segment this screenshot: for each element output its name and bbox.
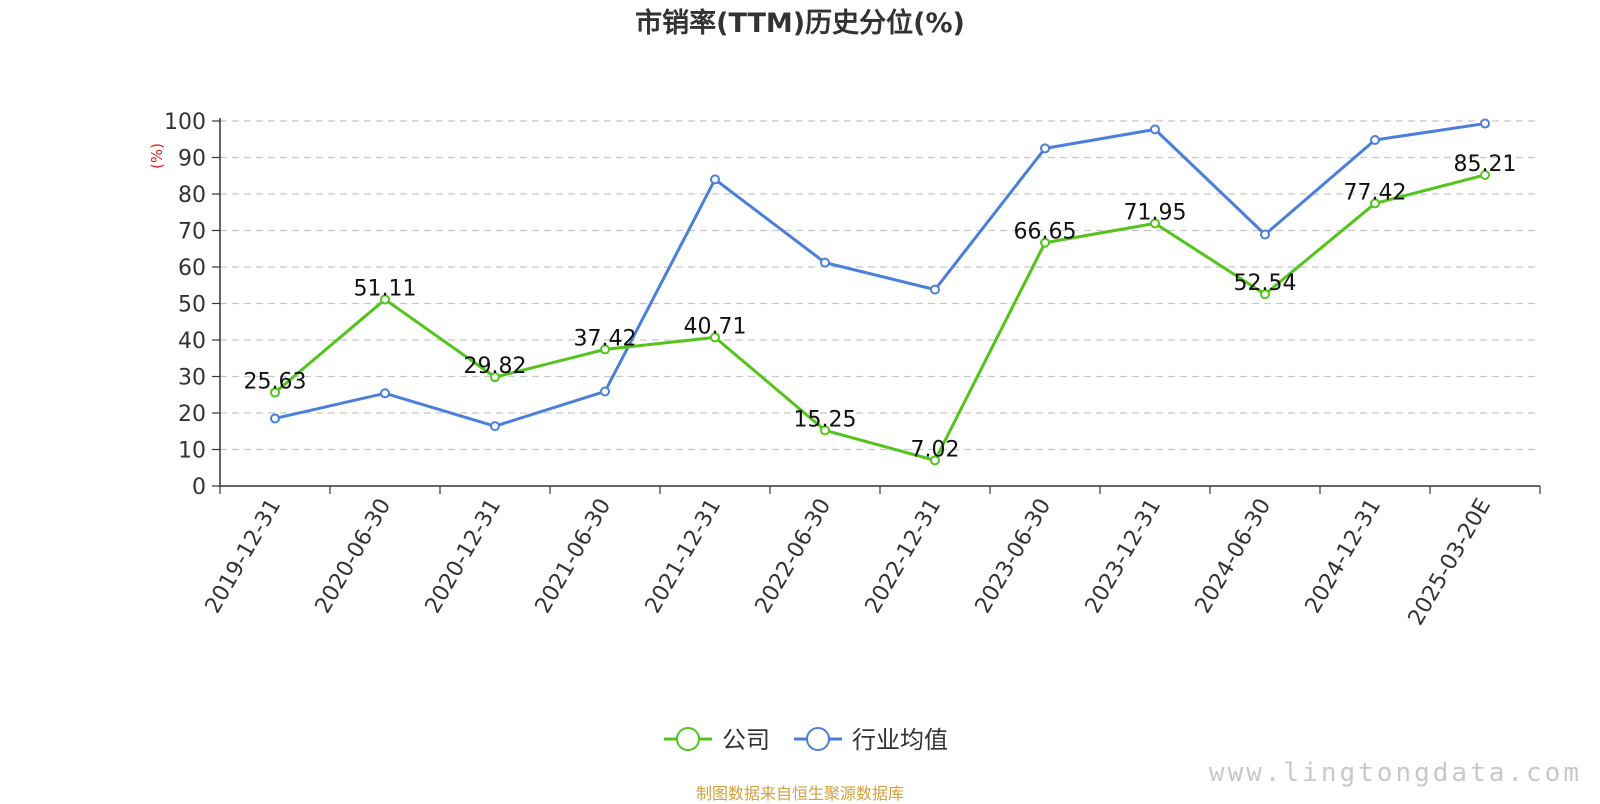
data-label: 51.11: [354, 276, 417, 301]
data-point-company: [710, 332, 720, 343]
data-point-company: [270, 387, 280, 398]
y-tick-label: 50: [178, 293, 206, 318]
x-tick-label: 2025-03-20E: [1404, 495, 1497, 630]
data-point-industry: [490, 421, 500, 432]
data-point-company: [930, 455, 940, 466]
legend-company-label: 公司: [722, 726, 770, 754]
y-tick-label: 90: [178, 147, 206, 172]
y-axis-label: (%): [148, 143, 166, 169]
data-label: 71.95: [1124, 200, 1187, 225]
y-tick-label: 40: [178, 329, 206, 354]
data-label: 85.21: [1454, 152, 1517, 177]
data-point-industry: [1260, 229, 1270, 240]
x-tick-label: 2021-12-31: [641, 495, 727, 618]
x-tick-label: 2020-06-30: [311, 495, 397, 618]
series-line-company: [274, 173, 1486, 462]
data-label: 29.82: [464, 354, 527, 379]
data-point-company: [1480, 169, 1490, 180]
data-label: 25.63: [244, 369, 307, 394]
data-point-company: [600, 344, 610, 355]
x-tick-label: 2022-12-31: [861, 495, 947, 618]
y-tick-label: 0: [192, 475, 206, 500]
data-label: 7.02: [911, 437, 960, 462]
data-point-company: [490, 372, 500, 383]
y-tick-label: 80: [178, 183, 206, 208]
data-point-industry: [270, 413, 280, 424]
data-point-company: [1150, 218, 1160, 229]
legend-industry-label: 行业均值: [852, 726, 948, 754]
data-point-company: [380, 294, 390, 305]
series-line-industry: [274, 122, 1486, 428]
y-tick-label: 100: [164, 110, 206, 135]
y-tick-label: 30: [178, 366, 206, 391]
x-tick-label: 2021-06-30: [531, 495, 617, 618]
data-label: 52.54: [1234, 271, 1297, 296]
y-tick-label: 10: [178, 439, 206, 464]
data-point-company: [1370, 198, 1380, 209]
data-point-industry: [1150, 124, 1160, 135]
x-tick-label: 2024-06-30: [1191, 495, 1277, 618]
data-point-industry: [600, 386, 610, 397]
x-tick-label: 2024-12-31: [1301, 495, 1387, 618]
data-source-note: 制图数据来自恒生聚源数据库: [695, 784, 904, 803]
legend-company-marker: [676, 727, 700, 751]
data-point-company: [1260, 289, 1270, 300]
data-point-industry: [1370, 134, 1380, 145]
x-tick-label: 2023-12-31: [1081, 495, 1167, 618]
data-label: 15.25: [794, 407, 857, 432]
data-point-industry: [930, 284, 940, 295]
data-label: 66.65: [1014, 220, 1077, 245]
x-tick-label: 2020-12-31: [421, 495, 507, 618]
y-tick-label: 20: [178, 402, 206, 427]
data-point-industry: [380, 388, 390, 399]
legend-industry-marker: [806, 727, 830, 751]
data-label: 40.71: [684, 314, 747, 339]
data-point-industry: [1040, 143, 1050, 154]
x-tick-label: 2019-12-31: [201, 495, 287, 618]
data-label: 77.42: [1344, 180, 1407, 205]
x-tick-label: 2023-06-30: [971, 495, 1057, 618]
y-tick-label: 60: [178, 256, 206, 281]
data-point-company: [820, 425, 830, 436]
y-tick-label: 70: [178, 220, 206, 245]
data-point-industry: [1480, 118, 1490, 129]
x-tick-label: 2022-06-30: [751, 495, 837, 618]
data-point-industry: [710, 174, 720, 185]
data-point-industry: [820, 257, 830, 268]
data-label: 37.42: [574, 326, 637, 351]
data-point-company: [1040, 237, 1050, 248]
watermark: www.lingtongdata.com: [1208, 758, 1582, 788]
chart-title: 市销率(TTM)历史分位(%): [635, 7, 965, 39]
